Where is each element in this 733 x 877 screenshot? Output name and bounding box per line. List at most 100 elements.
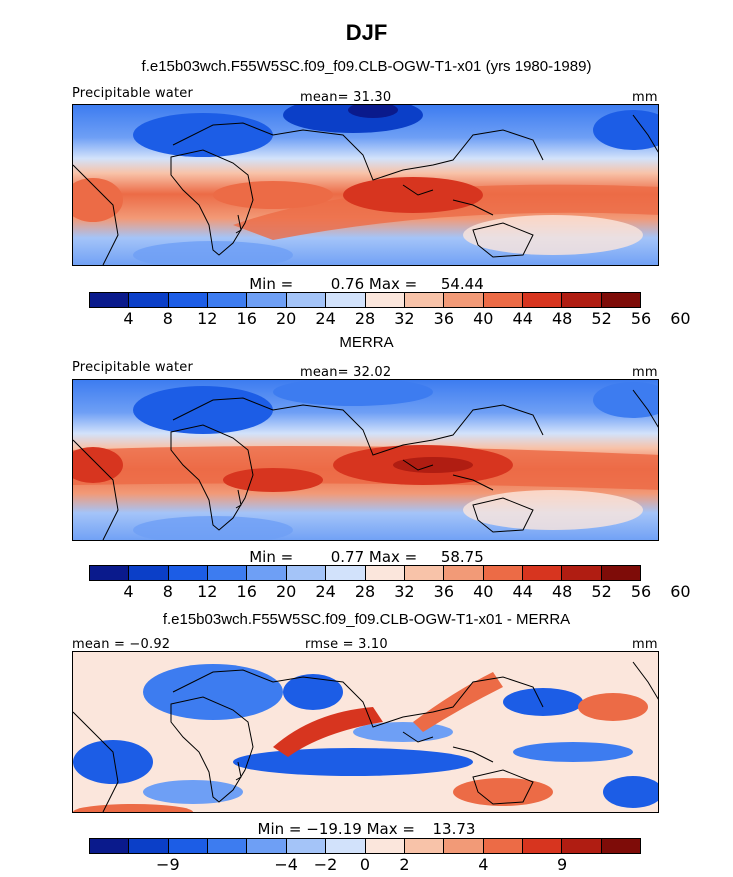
- panel1-map: [72, 104, 659, 266]
- colorbar-swatch: [286, 566, 327, 580]
- colorbar-swatch: [129, 293, 169, 307]
- colorbar-tick-label: 36: [433, 309, 455, 328]
- panel3-mean-label: mean = −0.92: [72, 637, 171, 652]
- colorbar-swatch: [247, 839, 287, 853]
- colorbar-swatch: [483, 293, 523, 307]
- colorbar-swatch: [562, 293, 602, 307]
- colorbar-tick-label: 4: [123, 309, 134, 328]
- panel1-max-value: 54.44: [440, 275, 484, 293]
- colorbar-tick-label: 4: [478, 855, 489, 874]
- colorbar-tick-label: 40: [473, 309, 494, 328]
- panel1-max-label: Max =: [368, 275, 418, 293]
- colorbar-tick-label: 16: [236, 309, 257, 328]
- colorbar-swatch: [601, 566, 641, 580]
- colorbar-swatch: [286, 839, 327, 853]
- colorbar-tick-label: 60: [670, 309, 691, 328]
- colorbar-swatch: [562, 566, 602, 580]
- panel1-min-label: Min =: [249, 275, 294, 293]
- colorbar-tick-label: 12: [197, 582, 218, 601]
- panel2-min-label: Min =: [249, 548, 294, 566]
- colorbar-tick-label: 9: [557, 855, 568, 874]
- colorbar-swatch: [326, 566, 366, 580]
- colorbar-tick-label: −2: [313, 855, 338, 874]
- colorbar-tick-label: 36: [433, 582, 455, 601]
- colorbar-swatch: [208, 293, 248, 307]
- panel2-colorbar-ticks: 4 8 12 16 20 24 28 32 36 40 44 48 52 56 60: [89, 582, 690, 601]
- colorbar-swatch: [168, 566, 209, 580]
- colorbar-swatch: [522, 839, 563, 853]
- colorbar-tick-label: 8: [162, 582, 173, 601]
- colorbar-tick-label: 48: [551, 582, 573, 601]
- colorbar-tick-label: −9: [156, 855, 180, 874]
- colorbar-tick-label: 12: [197, 309, 218, 328]
- panel1-units-label: mm: [632, 90, 658, 105]
- colorbar-swatch: [129, 839, 169, 853]
- panel1-variable-label: Precipitable water: [72, 86, 193, 101]
- colorbar-swatch: [286, 293, 327, 307]
- panel3-max-label: Max =: [366, 820, 415, 838]
- colorbar-swatch: [601, 293, 641, 307]
- panel2-colorbar: [89, 565, 641, 581]
- colorbar-swatch: [129, 566, 169, 580]
- colorbar-tick-label: 44: [512, 309, 533, 328]
- colorbar-tick-label: 4: [123, 582, 134, 601]
- colorbar-tick-label: 52: [591, 309, 612, 328]
- colorbar-tick-label: 20: [275, 582, 297, 601]
- panel3-rmse-label: rmse = 3.10: [305, 637, 388, 652]
- colorbar-swatch: [90, 839, 130, 853]
- colorbar-swatch: [404, 839, 445, 853]
- panel1-minmax: Min = 0.76 Max = 54.44: [0, 275, 733, 293]
- colorbar-swatch: [404, 293, 445, 307]
- colorbar-swatch: [365, 566, 405, 580]
- colorbar-tick-label: 0: [359, 855, 371, 874]
- colorbar-swatch: [444, 293, 484, 307]
- colorbar-swatch: [483, 566, 523, 580]
- panel1-mean-label: mean= 31.30: [300, 90, 392, 105]
- panel3-minmax: Min = −19.19 Max = 13.73: [0, 820, 733, 838]
- panel3-subtitle: f.e15b03wch.F55W5SC.f09_f09.CLB-OGW-T1-x…: [162, 611, 571, 628]
- panel3-min-label: Min =: [257, 820, 302, 838]
- colorbar-tick-label: 32: [394, 309, 415, 328]
- colorbar-swatch: [168, 293, 209, 307]
- colorbar-swatch: [522, 566, 563, 580]
- panel2-variable-label: Precipitable water: [72, 360, 193, 375]
- colorbar-tick-label: 40: [473, 582, 494, 601]
- colorbar-swatch: [90, 293, 130, 307]
- panel3-colorbar: [89, 838, 641, 854]
- colorbar-tick-label: 60: [670, 582, 691, 601]
- panel2-mean-label: mean= 32.02: [300, 365, 392, 380]
- colorbar-swatch: [562, 839, 602, 853]
- panel3-min-value: −19.19: [306, 820, 362, 838]
- colorbar-swatch: [326, 839, 366, 853]
- colorbar-swatch: [365, 839, 405, 853]
- colorbar-tick-label: 24: [315, 582, 336, 601]
- colorbar-tick-label: 24: [315, 309, 336, 328]
- colorbar-swatch: [365, 293, 405, 307]
- colorbar-tick-label: 16: [236, 582, 257, 601]
- colorbar-tick-label: 28: [354, 309, 376, 328]
- panel3-map: [72, 651, 659, 813]
- colorbar-tick-label: 8: [162, 309, 173, 328]
- colorbar-swatch: [522, 293, 563, 307]
- panel2-min-value: 0.77: [330, 548, 365, 566]
- colorbar-tick-label: 48: [551, 309, 573, 328]
- figure-title: DJF: [345, 20, 388, 45]
- panel1-subtitle: f.e15b03wch.F55W5SC.f09_f09.CLB-OGW-T1-x…: [141, 58, 592, 75]
- colorbar-tick-label: 44: [512, 582, 533, 601]
- colorbar-swatch: [208, 839, 248, 853]
- colorbar-swatch: [444, 839, 484, 853]
- colorbar-tick-label: 2: [399, 855, 410, 874]
- colorbar-swatch: [168, 839, 209, 853]
- panel1-colorbar-ticks: 4 8 12 16 20 24 28 32 36 40 44 48 52 56 60: [89, 309, 690, 328]
- panel2-map: [72, 379, 659, 541]
- colorbar-swatch: [247, 293, 287, 307]
- panel1-colorbar: [89, 292, 641, 308]
- colorbar-swatch: [483, 839, 523, 853]
- colorbar-swatch: [208, 566, 248, 580]
- panel2-units-label: mm: [632, 365, 658, 380]
- panel2-subtitle: MERRA: [339, 334, 394, 351]
- panel1-min-value: 0.76: [330, 275, 365, 293]
- panel2-max-value: 58.75: [440, 548, 484, 566]
- panel3-units-label: mm: [632, 637, 658, 652]
- colorbar-swatch: [90, 566, 130, 580]
